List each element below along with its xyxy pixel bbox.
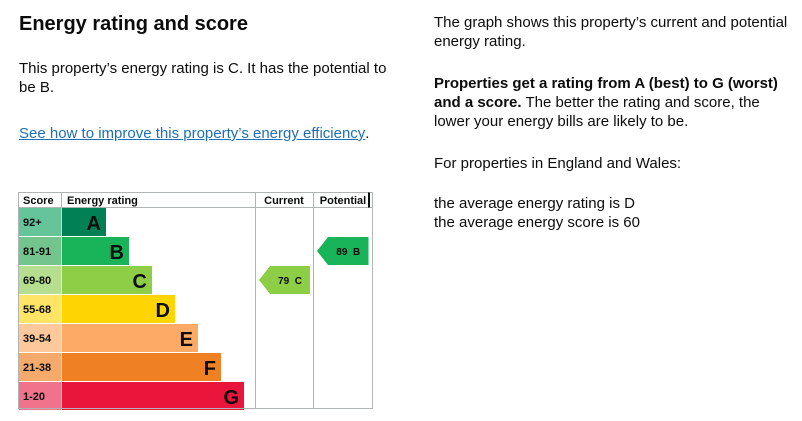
potential-rating-arrow — [317, 237, 369, 265]
score-cell-c — [19, 266, 62, 294]
average-rating: the average energy rating is D — [434, 195, 635, 212]
left-column: Energy rating and score This property’s … — [19, 12, 389, 143]
score-range-d: 55-68 — [23, 304, 51, 316]
rating-letter-a: A — [87, 213, 101, 235]
improve-energy-link[interactable]: See how to improve this property’s energ… — [19, 125, 366, 142]
current-rating-arrow — [259, 266, 310, 294]
rating-bar-d — [62, 295, 175, 323]
average-score: the average energy score is 60 — [434, 214, 640, 231]
rating-summary: This property’s energy rating is C. It h… — [19, 60, 387, 96]
rating-bar-e — [62, 324, 198, 352]
rating-bar-f — [62, 353, 221, 381]
link-suffix: . — [365, 125, 370, 142]
graph-note: The graph shows this property’s current … — [434, 14, 788, 50]
right-column: The graph shows this property’s current … — [434, 13, 794, 232]
rating-letter-d: D — [156, 300, 170, 322]
header-potential: Potential — [320, 195, 366, 207]
rating-letter-f: F — [204, 358, 216, 380]
chart-border — [18, 192, 373, 409]
score-cell-e — [19, 324, 62, 352]
header-energy-rating: Energy rating — [67, 195, 138, 207]
score-cell-b — [19, 237, 62, 265]
score-range-g: 1-20 — [23, 391, 45, 403]
header-current: Current — [264, 195, 304, 207]
score-range-b: 81-91 — [23, 246, 51, 258]
score-cell-g — [19, 382, 62, 410]
current-rating-label: 79 C — [278, 276, 302, 287]
improve-link-row: See how to improve this property’s energ… — [19, 124, 389, 143]
score-cell-d — [19, 295, 62, 323]
region-note: For properties in England and Wales: — [434, 155, 682, 172]
score-range-f: 21-38 — [23, 362, 51, 374]
page-title: Energy rating and score — [19, 13, 248, 35]
rating-letter-b: B — [110, 242, 124, 264]
score-range-c: 69-80 — [23, 275, 51, 287]
rating-letter-g: G — [223, 387, 239, 409]
rating-explanation-bold: Properties get a rating from A (best) to… — [434, 75, 778, 111]
score-range-e: 39-54 — [23, 333, 52, 345]
rating-bar-a — [62, 208, 106, 236]
rating-letter-e: E — [180, 329, 193, 351]
rating-explanation-rest: The better the rating and score, the low… — [434, 94, 760, 130]
rating-bar-b — [62, 237, 129, 265]
rating-bar-g — [62, 382, 244, 410]
rating-bar-c — [62, 266, 152, 294]
rating-explanation: Properties get a rating from A (best) to… — [434, 74, 794, 131]
header-score: Score — [23, 195, 54, 207]
score-cell-f — [19, 353, 62, 381]
score-range-a: 92+ — [23, 217, 42, 229]
score-cell-a — [19, 208, 62, 236]
potential-rating-label: 89 B — [336, 247, 360, 258]
rating-letter-c: C — [133, 271, 147, 293]
